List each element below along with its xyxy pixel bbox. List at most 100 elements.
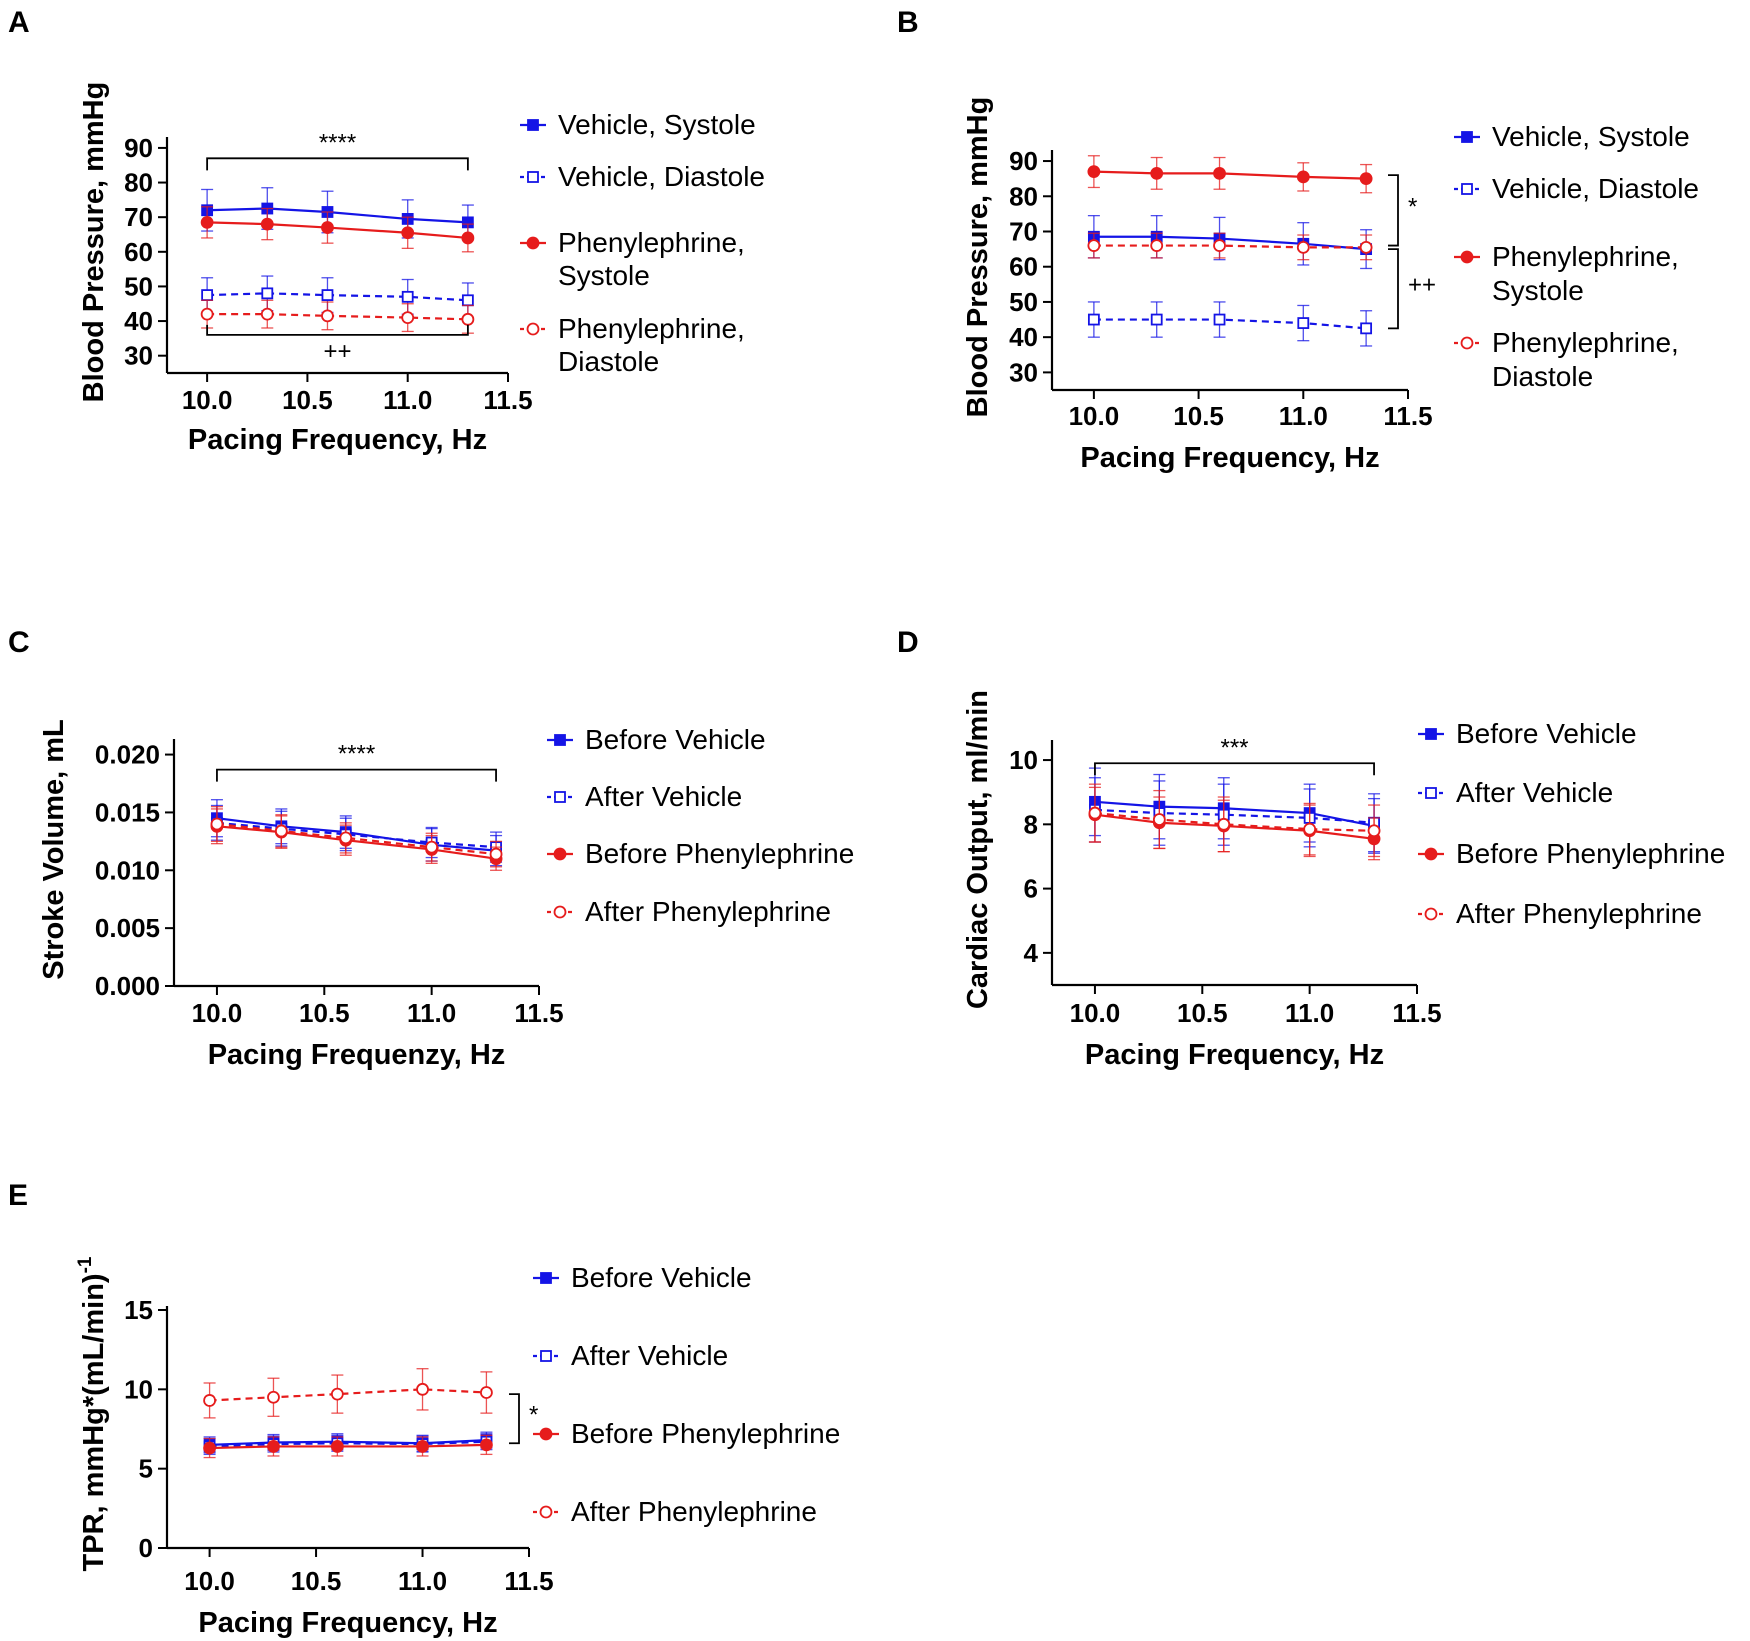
data-point	[1213, 166, 1226, 180]
series-line	[207, 221, 468, 240]
significance-bracket	[1388, 174, 1399, 247]
legend-marker	[526, 236, 540, 250]
significance-annotation: *	[1388, 174, 1417, 247]
legend-label: Vehicle, Diastole	[558, 161, 765, 192]
panel-label: B	[897, 6, 919, 39]
significance-annotation: *	[509, 1393, 538, 1445]
data-point	[489, 847, 503, 861]
legend-entry: Vehicle, Diastole	[1454, 173, 1699, 204]
y-tick-label: 90	[124, 133, 153, 163]
significance-annotation: ****	[216, 741, 497, 782]
significance-label: ****	[319, 129, 356, 156]
significance-bracket	[206, 324, 469, 336]
data-point	[1213, 313, 1226, 326]
x-tick-label: 10.0	[184, 1566, 235, 1596]
series-phenylephrine-systole	[200, 206, 475, 253]
y-tick-label: 80	[1009, 181, 1038, 211]
series-line	[216, 822, 497, 856]
legend-label: Phenylephrine,	[558, 313, 745, 344]
legend-label: After Phenylephrine	[585, 896, 831, 927]
x-tick-label: 10.5	[1173, 401, 1224, 431]
data-point	[261, 287, 274, 300]
y-axis-title-text: TPR, mmHg*(mL/min)	[78, 1273, 110, 1571]
legend-label: Before Vehicle	[1456, 718, 1637, 749]
series-after-vehicle	[203, 1433, 493, 1456]
data-point	[480, 1386, 493, 1399]
y-tick-label: 40	[1009, 322, 1038, 352]
data-point	[480, 1438, 493, 1452]
data-point	[401, 226, 415, 240]
x-tick-label: 10.0	[1069, 401, 1120, 431]
panel-label: C	[8, 626, 30, 659]
legend-label: Before Vehicle	[585, 724, 766, 755]
significance-bracket	[206, 157, 469, 171]
series-before-vehicle	[210, 799, 503, 867]
y-tick-label: 4	[1024, 938, 1039, 968]
data-point	[1087, 313, 1100, 326]
panel-d: D 4 6 8 10 10.0 10.5 11.0 11.5 Pacing Frequency, …	[897, 626, 1725, 1071]
legend-label: Systole	[558, 260, 650, 291]
legend-label: Vehicle, Diastole	[1492, 173, 1699, 204]
legend-marker	[526, 322, 540, 336]
panel-label: E	[8, 1179, 28, 1212]
data-point	[425, 840, 439, 854]
legend-entry: After Phenylephrine	[1418, 898, 1702, 929]
y-tick-label: 30	[1009, 357, 1038, 387]
x-axis-title: Pacing Frequency, Hz	[198, 1607, 497, 1639]
legend-marker	[554, 734, 566, 746]
series-after-phenylephrine	[210, 805, 503, 868]
data-point	[1217, 817, 1231, 831]
legend-entry: Before Phenylephrine	[547, 838, 854, 869]
series-line	[216, 821, 497, 849]
data-point	[1296, 240, 1310, 254]
legend-marker	[553, 847, 567, 861]
significance-label: ++	[1408, 272, 1436, 299]
legend-marker	[1461, 131, 1473, 143]
data-point	[1296, 170, 1310, 184]
legend-label: After Vehicle	[585, 781, 742, 812]
data-point	[1213, 239, 1226, 252]
data-point	[203, 1394, 216, 1407]
y-tick-label: 6	[1024, 874, 1038, 904]
legend-marker	[553, 905, 567, 919]
series-line	[1094, 808, 1375, 824]
x-axis-title: Pacing Frequency, Hz	[188, 424, 487, 456]
legend-entry: Vehicle, Diastole	[520, 161, 765, 192]
data-point	[1087, 239, 1101, 252]
legend-label: Systole	[1492, 275, 1584, 306]
data-point	[200, 307, 214, 321]
x-tick-label: 11.5	[504, 1566, 553, 1596]
legend-entry: Phenylephrine,Systole	[1454, 241, 1679, 306]
legend-entry: Phenylephrine,Diastole	[1454, 327, 1679, 392]
data-point	[203, 1441, 216, 1455]
x-tick-label: 11.5	[1383, 401, 1432, 431]
y-axis-title-superscript: -1	[75, 1256, 96, 1273]
series-line	[207, 313, 468, 321]
y-tick-label: 0.000	[95, 971, 160, 1001]
x-tick-label: 11.0	[407, 998, 456, 1028]
data-point	[1150, 313, 1163, 326]
y-axis-title-text: Cardiac Output, ml/min	[962, 690, 994, 1009]
data-point	[1359, 240, 1373, 254]
y-tick-label: 0	[139, 1533, 153, 1563]
series-after-phenylephrine	[203, 1368, 493, 1419]
legend-label: Phenylephrine,	[1492, 327, 1679, 358]
significance-label: ***	[1220, 734, 1248, 761]
data-point	[461, 294, 474, 307]
legend-entry: Phenylephrine,Systole	[520, 227, 745, 291]
series-before-phenylephrine	[1088, 786, 1381, 861]
legend-marker	[1460, 250, 1474, 264]
y-tick-label: 5	[139, 1454, 153, 1484]
legend-label: After Phenylephrine	[1456, 898, 1702, 929]
legend-marker	[1460, 336, 1474, 350]
y-axis-title: Stroke Volume, mL	[38, 719, 70, 980]
data-point	[330, 1387, 344, 1401]
x-axis-title: Pacing Frequency, Hz	[1085, 1039, 1384, 1071]
legend-entry: Before Vehicle	[547, 724, 766, 755]
series-line	[207, 207, 468, 224]
legend-entry: After Phenylephrine	[547, 896, 831, 927]
y-axis-title: Blood Pressure, mmHg	[78, 82, 110, 403]
legend-marker	[1425, 728, 1437, 740]
data-point	[321, 221, 334, 234]
